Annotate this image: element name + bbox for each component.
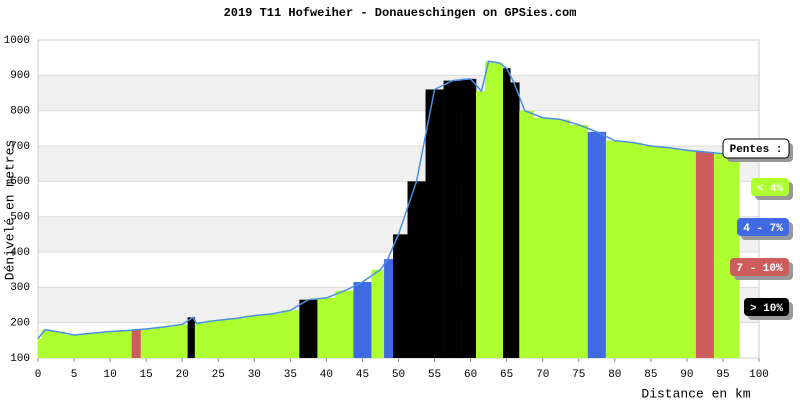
profile-segment — [353, 282, 372, 358]
profile-segment — [281, 310, 300, 358]
profile-line — [37, 60, 738, 340]
x-tick-label: 75 — [572, 369, 585, 381]
profile-segment — [713, 153, 731, 358]
x-tick-label: 95 — [716, 369, 729, 381]
profile-segment — [317, 297, 336, 358]
profile-segment — [207, 320, 228, 358]
profile-segment — [569, 124, 589, 358]
profile-segment — [41, 329, 51, 358]
profile-segment — [551, 119, 571, 358]
profile-segment — [695, 152, 715, 358]
y-tick-label: 500 — [10, 212, 30, 224]
profile-segment — [173, 324, 188, 358]
profile-segment — [50, 331, 66, 358]
legend-label: 4 - 7% — [743, 223, 783, 235]
x-tick-label: 55 — [428, 369, 441, 381]
legend-swatch — [751, 178, 789, 196]
x-tick-label: 25 — [212, 369, 225, 381]
profile-segment — [38, 338, 42, 358]
profile-segment — [335, 290, 354, 358]
x-tick-label: 45 — [356, 369, 369, 381]
profile-segment — [299, 299, 318, 358]
x-tick-label: 15 — [140, 369, 153, 381]
x-tick-label: 70 — [536, 369, 549, 381]
y-tick-label: 1000 — [4, 35, 30, 47]
profile-segment — [140, 329, 156, 358]
profile-segment — [443, 80, 462, 358]
x-tick-label: 65 — [500, 369, 513, 381]
x-tick-label: 5 — [71, 369, 78, 381]
profile-segment — [263, 313, 282, 358]
x-tick-label: 100 — [749, 369, 769, 381]
profile-segment — [605, 140, 625, 358]
legend-title-box — [722, 138, 790, 159]
profile-segment — [425, 89, 444, 358]
profile-segment — [587, 131, 607, 358]
profile-segment — [384, 259, 394, 358]
legend-swatch — [744, 298, 789, 316]
y-tick-label: 800 — [10, 106, 30, 118]
x-tick-label: 80 — [608, 369, 621, 381]
x-tick-label: 50 — [392, 369, 405, 381]
profile-segment — [83, 333, 102, 358]
profile-segment — [510, 82, 520, 359]
profile-segment — [393, 234, 408, 358]
legend-title: Pentes : — [730, 144, 783, 156]
legend-label: > 10% — [750, 303, 783, 315]
profile-segment — [371, 269, 385, 358]
profile-segment — [494, 62, 504, 358]
profile-segment — [187, 317, 196, 358]
y-axis-label: Dénivelé en metres — [2, 140, 17, 280]
profile-segment — [131, 329, 142, 358]
x-tick-label: 0 — [35, 369, 42, 381]
x-tick-label: 60 — [464, 369, 477, 381]
profile-segment — [476, 91, 486, 358]
x-tick-label: 10 — [103, 369, 116, 381]
x-tick-label: 20 — [176, 369, 189, 381]
profile-segment — [65, 335, 84, 358]
x-tick-label: 30 — [248, 369, 261, 381]
y-tick-label: 100 — [10, 353, 30, 365]
legend-swatch — [737, 218, 789, 236]
chart-title: 2019 T11 Hofweiher - Donaueschingen on G… — [224, 6, 577, 20]
y-tick-label: 600 — [10, 176, 30, 188]
profile-segment — [623, 142, 643, 358]
profile-segment — [730, 156, 740, 358]
profile-segment — [194, 323, 208, 358]
legend-label: < 4% — [757, 183, 784, 195]
profile-segment — [101, 331, 120, 358]
profile-segment — [119, 330, 133, 358]
profile-segment — [533, 117, 553, 358]
y-tick-label: 300 — [10, 282, 30, 294]
profile-segment — [407, 181, 426, 358]
y-tick-label: 400 — [10, 247, 30, 259]
legend-label: 7 - 10% — [736, 263, 783, 275]
y-tick-label: 200 — [10, 318, 30, 330]
x-axis-label: Distance en km — [641, 386, 750, 400]
profile-segment — [461, 78, 477, 358]
x-tick-label: 40 — [320, 369, 333, 381]
profile-segment — [503, 68, 511, 359]
y-tick-label: 900 — [10, 70, 30, 82]
y-tick-label: 700 — [10, 141, 30, 153]
profile-segment — [519, 110, 534, 359]
x-tick-label: 35 — [284, 369, 297, 381]
profile-segment — [245, 315, 264, 358]
x-tick-label: 90 — [680, 369, 693, 381]
x-tick-label: 85 — [644, 369, 657, 381]
profile-segment — [485, 61, 495, 358]
profile-segment — [227, 318, 246, 358]
legend-swatch — [730, 258, 789, 276]
profile-segment — [659, 147, 679, 358]
profile-segment — [677, 150, 697, 358]
profile-segment — [155, 326, 174, 358]
profile-segment — [641, 146, 661, 358]
grid-band — [38, 75, 759, 111]
